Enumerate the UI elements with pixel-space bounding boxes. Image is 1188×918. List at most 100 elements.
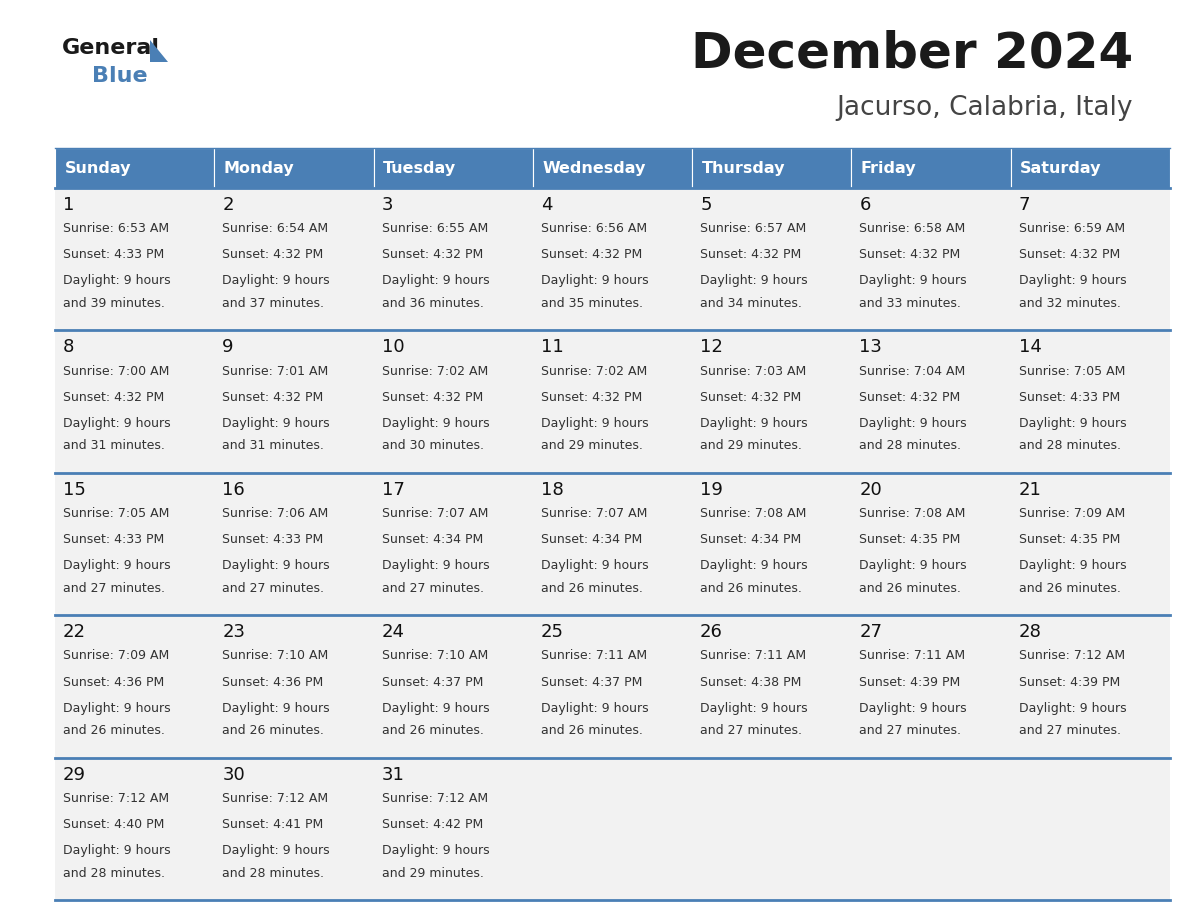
- Text: 21: 21: [1018, 481, 1042, 498]
- Bar: [55, 188, 214, 330]
- Bar: [533, 473, 693, 615]
- Text: Daylight: 9 hours: Daylight: 9 hours: [700, 274, 808, 287]
- Bar: [693, 473, 852, 615]
- Text: Daylight: 9 hours: Daylight: 9 hours: [63, 559, 171, 572]
- Text: Sunrise: 7:12 AM: Sunrise: 7:12 AM: [222, 791, 328, 805]
- Text: and 31 minutes.: and 31 minutes.: [222, 440, 324, 453]
- Text: Sunset: 4:34 PM: Sunset: 4:34 PM: [541, 533, 642, 546]
- Text: and 26 minutes.: and 26 minutes.: [222, 724, 324, 737]
- Text: Sunrise: 6:54 AM: Sunrise: 6:54 AM: [222, 222, 328, 235]
- Text: and 27 minutes.: and 27 minutes.: [859, 724, 961, 737]
- Text: Sunrise: 7:03 AM: Sunrise: 7:03 AM: [700, 364, 807, 377]
- Text: Daylight: 9 hours: Daylight: 9 hours: [381, 844, 489, 857]
- Bar: [852, 330, 1011, 473]
- Text: Sunrise: 7:12 AM: Sunrise: 7:12 AM: [1018, 649, 1125, 663]
- Text: 9: 9: [222, 339, 234, 356]
- Text: 7: 7: [1018, 196, 1030, 214]
- Text: 30: 30: [222, 766, 245, 784]
- Text: Sunset: 4:39 PM: Sunset: 4:39 PM: [859, 676, 961, 688]
- Text: and 35 minutes.: and 35 minutes.: [541, 297, 643, 310]
- Text: 13: 13: [859, 339, 883, 356]
- Text: and 34 minutes.: and 34 minutes.: [700, 297, 802, 310]
- Text: Daylight: 9 hours: Daylight: 9 hours: [222, 274, 330, 287]
- Text: Daylight: 9 hours: Daylight: 9 hours: [63, 844, 171, 857]
- Text: Sunset: 4:40 PM: Sunset: 4:40 PM: [63, 818, 164, 831]
- Text: Sunrise: 7:05 AM: Sunrise: 7:05 AM: [63, 507, 170, 520]
- Text: 1: 1: [63, 196, 75, 214]
- Bar: [214, 330, 373, 473]
- Text: and 27 minutes.: and 27 minutes.: [700, 724, 802, 737]
- Text: and 39 minutes.: and 39 minutes.: [63, 297, 165, 310]
- Polygon shape: [150, 40, 168, 62]
- Bar: [373, 330, 533, 473]
- Text: Sunday: Sunday: [64, 162, 131, 176]
- Text: Sunset: 4:32 PM: Sunset: 4:32 PM: [700, 249, 802, 262]
- Text: Sunrise: 6:56 AM: Sunrise: 6:56 AM: [541, 222, 647, 235]
- Text: 2: 2: [222, 196, 234, 214]
- Text: Daylight: 9 hours: Daylight: 9 hours: [859, 701, 967, 715]
- Bar: [55, 330, 214, 473]
- Text: Sunrise: 7:04 AM: Sunrise: 7:04 AM: [859, 364, 966, 377]
- Text: Sunset: 4:35 PM: Sunset: 4:35 PM: [1018, 533, 1120, 546]
- Bar: [852, 188, 1011, 330]
- Text: Daylight: 9 hours: Daylight: 9 hours: [859, 559, 967, 572]
- Text: Daylight: 9 hours: Daylight: 9 hours: [1018, 559, 1126, 572]
- Text: 29: 29: [63, 766, 86, 784]
- Text: and 29 minutes.: and 29 minutes.: [541, 440, 643, 453]
- Text: and 28 minutes.: and 28 minutes.: [63, 867, 165, 879]
- Text: 25: 25: [541, 623, 564, 641]
- Bar: [55, 148, 214, 188]
- Text: Daylight: 9 hours: Daylight: 9 hours: [700, 417, 808, 430]
- Text: Sunset: 4:32 PM: Sunset: 4:32 PM: [381, 391, 482, 404]
- Text: Sunrise: 6:59 AM: Sunrise: 6:59 AM: [1018, 222, 1125, 235]
- Text: 8: 8: [63, 339, 75, 356]
- Text: 18: 18: [541, 481, 563, 498]
- Text: and 32 minutes.: and 32 minutes.: [1018, 297, 1120, 310]
- Text: Daylight: 9 hours: Daylight: 9 hours: [541, 274, 649, 287]
- Text: and 26 minutes.: and 26 minutes.: [1018, 582, 1120, 595]
- Text: 24: 24: [381, 623, 405, 641]
- Text: 4: 4: [541, 196, 552, 214]
- Bar: [373, 757, 533, 900]
- Text: Wednesday: Wednesday: [543, 162, 646, 176]
- Text: Sunset: 4:32 PM: Sunset: 4:32 PM: [859, 391, 961, 404]
- Bar: [533, 330, 693, 473]
- Text: 17: 17: [381, 481, 404, 498]
- Text: 26: 26: [700, 623, 723, 641]
- Bar: [1011, 757, 1170, 900]
- Text: 14: 14: [1018, 339, 1042, 356]
- Text: Blue: Blue: [91, 66, 147, 86]
- Text: Sunset: 4:42 PM: Sunset: 4:42 PM: [381, 818, 482, 831]
- Text: Sunset: 4:41 PM: Sunset: 4:41 PM: [222, 818, 323, 831]
- Bar: [55, 615, 214, 757]
- Text: and 29 minutes.: and 29 minutes.: [700, 440, 802, 453]
- Text: and 26 minutes.: and 26 minutes.: [700, 582, 802, 595]
- Text: Sunset: 4:33 PM: Sunset: 4:33 PM: [1018, 391, 1120, 404]
- Text: Sunrise: 7:09 AM: Sunrise: 7:09 AM: [63, 649, 169, 663]
- Bar: [373, 188, 533, 330]
- Bar: [214, 615, 373, 757]
- Text: Daylight: 9 hours: Daylight: 9 hours: [63, 274, 171, 287]
- Bar: [214, 148, 373, 188]
- Text: Daylight: 9 hours: Daylight: 9 hours: [1018, 417, 1126, 430]
- Bar: [693, 330, 852, 473]
- Text: and 26 minutes.: and 26 minutes.: [541, 724, 643, 737]
- Text: Daylight: 9 hours: Daylight: 9 hours: [541, 417, 649, 430]
- Text: 23: 23: [222, 623, 245, 641]
- Text: and 26 minutes.: and 26 minutes.: [541, 582, 643, 595]
- Bar: [1011, 188, 1170, 330]
- Text: and 26 minutes.: and 26 minutes.: [63, 724, 165, 737]
- Bar: [852, 473, 1011, 615]
- Text: Sunrise: 7:07 AM: Sunrise: 7:07 AM: [541, 507, 647, 520]
- Text: and 26 minutes.: and 26 minutes.: [381, 724, 484, 737]
- Text: 15: 15: [63, 481, 86, 498]
- Text: General: General: [62, 38, 160, 58]
- Text: Sunset: 4:33 PM: Sunset: 4:33 PM: [222, 533, 323, 546]
- Text: Jacurso, Calabria, Italy: Jacurso, Calabria, Italy: [836, 95, 1133, 121]
- Bar: [693, 615, 852, 757]
- Text: Sunrise: 6:55 AM: Sunrise: 6:55 AM: [381, 222, 488, 235]
- Text: Sunset: 4:32 PM: Sunset: 4:32 PM: [859, 249, 961, 262]
- Text: Sunset: 4:33 PM: Sunset: 4:33 PM: [63, 249, 164, 262]
- Text: Sunrise: 7:10 AM: Sunrise: 7:10 AM: [381, 649, 488, 663]
- Text: 28: 28: [1018, 623, 1042, 641]
